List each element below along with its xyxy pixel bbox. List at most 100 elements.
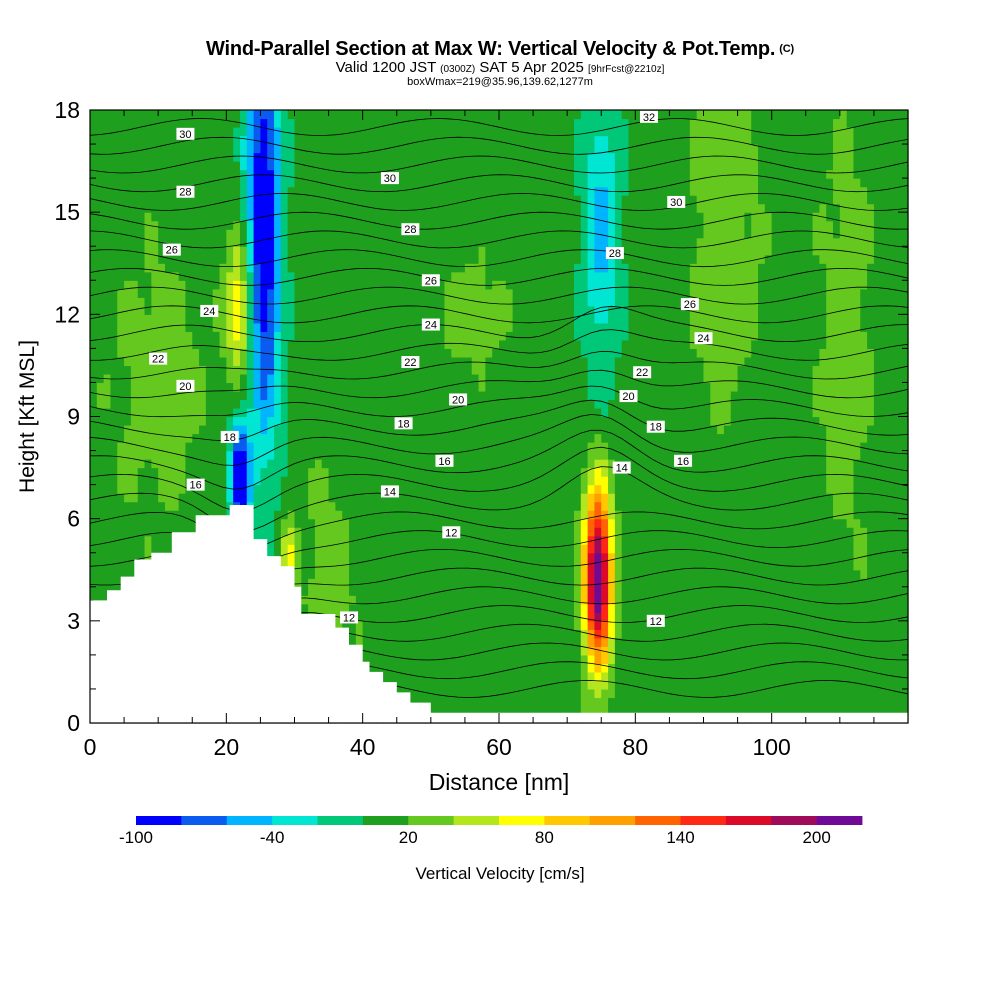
velocity-cell xyxy=(130,365,139,375)
velocity-cell xyxy=(267,407,275,418)
velocity-cell xyxy=(205,365,214,375)
velocity-cell xyxy=(267,229,275,239)
velocity-cell xyxy=(464,416,473,426)
velocity-cell xyxy=(383,110,391,120)
velocity-cell xyxy=(451,450,459,460)
velocity-cell xyxy=(458,118,466,128)
velocity-cell xyxy=(96,407,105,418)
velocity-cell xyxy=(287,203,296,213)
velocity-cell xyxy=(267,493,275,503)
velocity-cell xyxy=(471,365,480,375)
velocity-cell xyxy=(533,544,541,554)
velocity-cell xyxy=(546,663,555,673)
velocity-cell xyxy=(90,271,98,281)
velocity-cell xyxy=(335,220,343,230)
velocity-cell xyxy=(533,680,541,690)
velocity-cell xyxy=(328,442,336,452)
velocity-cell xyxy=(430,229,439,239)
velocity-cell xyxy=(308,459,316,469)
velocity-cell xyxy=(437,442,446,452)
velocity-cell xyxy=(471,527,480,537)
velocity-cell xyxy=(519,527,527,537)
velocity-cell xyxy=(512,612,521,622)
velocity-cell xyxy=(124,331,132,341)
velocity-cell xyxy=(526,535,534,545)
velocity-cell xyxy=(505,348,514,358)
velocity-cell xyxy=(519,135,527,145)
velocity-cell xyxy=(185,271,193,281)
velocity-cell xyxy=(519,229,527,239)
velocity-cell xyxy=(526,314,534,324)
velocity-cell xyxy=(464,356,473,367)
velocity-cell xyxy=(533,161,541,171)
velocity-cell xyxy=(369,348,377,358)
velocity-cell xyxy=(164,229,173,239)
velocity-cell xyxy=(178,314,187,324)
velocity-cell xyxy=(383,646,391,656)
velocity-cell xyxy=(369,561,377,571)
velocity-cell xyxy=(485,450,493,460)
velocity-cell xyxy=(437,331,446,341)
velocity-cell xyxy=(205,450,214,460)
velocity-cell xyxy=(430,118,439,128)
velocity-cell xyxy=(539,331,548,341)
velocity-cell xyxy=(451,637,459,647)
velocity-cell xyxy=(471,476,480,486)
velocity-cell xyxy=(553,288,561,298)
velocity-cell xyxy=(403,322,411,332)
velocity-cell xyxy=(437,484,446,494)
velocity-cell xyxy=(492,229,500,239)
velocity-cell xyxy=(267,178,275,188)
velocity-cell xyxy=(505,169,514,179)
velocity-cell xyxy=(164,467,173,477)
velocity-cell xyxy=(124,212,132,222)
velocity-cell xyxy=(328,331,336,341)
velocity-cell xyxy=(369,399,377,409)
velocity-cell xyxy=(314,390,323,401)
velocity-cell xyxy=(308,118,316,128)
velocity-cell xyxy=(349,263,357,273)
velocity-cell xyxy=(451,144,459,154)
velocity-cell xyxy=(430,220,439,230)
velocity-cell xyxy=(233,459,241,469)
velocity-cell xyxy=(485,169,493,179)
velocity-cell xyxy=(355,195,364,205)
velocity-cell xyxy=(451,382,459,392)
velocity-cell xyxy=(342,135,350,145)
velocity-cell xyxy=(437,229,446,239)
velocity-cell xyxy=(246,390,255,401)
velocity-cell xyxy=(226,416,234,426)
velocity-cell xyxy=(287,365,296,375)
velocity-cell xyxy=(451,263,459,273)
velocity-cell xyxy=(553,271,561,281)
velocity-cell xyxy=(137,476,146,486)
velocity-cell xyxy=(492,110,500,120)
velocity-cell xyxy=(512,135,521,145)
velocity-cell xyxy=(478,203,486,213)
velocity-cell xyxy=(90,110,98,120)
velocity-cell xyxy=(246,161,255,171)
velocity-cell xyxy=(403,663,411,673)
velocity-cell xyxy=(492,144,500,154)
velocity-cell xyxy=(505,459,514,469)
velocity-cell xyxy=(539,416,548,426)
velocity-cell xyxy=(444,382,452,392)
velocity-cell xyxy=(287,118,296,128)
velocity-cell xyxy=(526,220,534,230)
velocity-cell xyxy=(396,603,405,613)
velocity-cell xyxy=(219,399,227,409)
velocity-cell xyxy=(553,663,561,673)
velocity-cell xyxy=(410,212,418,222)
velocity-cell xyxy=(260,331,268,341)
velocity-cell xyxy=(301,331,309,341)
velocity-cell xyxy=(124,544,132,554)
velocity-cell xyxy=(396,407,405,418)
velocity-cell xyxy=(362,118,371,128)
velocity-cell xyxy=(171,161,180,171)
velocity-cell xyxy=(451,518,459,528)
velocity-cell xyxy=(458,110,466,120)
velocity-cell xyxy=(103,195,112,205)
velocity-cell xyxy=(505,288,514,298)
velocity-cell xyxy=(369,620,377,630)
velocity-cell xyxy=(533,135,541,145)
